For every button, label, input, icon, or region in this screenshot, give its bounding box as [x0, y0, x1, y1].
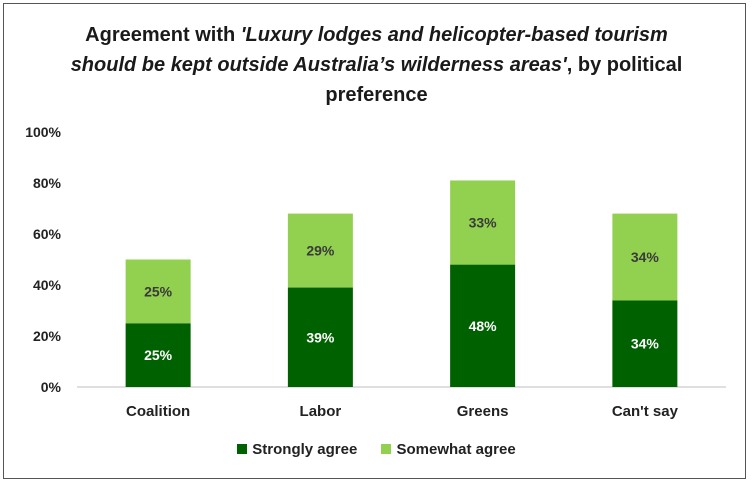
x-tick-label: Labor [300, 403, 342, 420]
bar-segment [450, 264, 516, 387]
legend-item-somewhat-agree: Somewhat agree [381, 440, 516, 458]
bar-segment [612, 213, 678, 301]
bar-segment [125, 259, 191, 324]
data-label: 29% [306, 243, 335, 259]
title-part-3: , by political preference [325, 54, 683, 106]
y-tick-label: 20% [33, 328, 62, 344]
data-label: 34% [631, 249, 660, 265]
x-tick-label: Can't say [612, 403, 679, 420]
y-tick-label: 0% [41, 379, 62, 395]
title-part-2: 'Luxury lodges and helicopter-based tour… [70, 24, 668, 76]
chart-title: Agreement with 'Luxury lodges and helico… [60, 20, 693, 110]
data-label: 25% [144, 283, 173, 299]
bar-segment [450, 180, 516, 265]
legend: Strongly agree Somewhat agree [0, 440, 753, 458]
bar-segment [125, 323, 191, 387]
y-tick-label: 100% [25, 124, 61, 140]
legend-label-strongly-agree: Strongly agree [252, 440, 358, 458]
data-label: 33% [469, 215, 498, 231]
legend-label-somewhat-agree: Somewhat agree [396, 440, 516, 458]
title-part-1: Agreement with [85, 24, 241, 46]
legend-swatch-strongly-agree [237, 443, 248, 454]
y-tick-label: 40% [33, 277, 62, 293]
legend-item-strongly-agree: Strongly agree [237, 441, 357, 458]
y-tick-label: 80% [33, 175, 62, 191]
y-tick-label: 60% [33, 226, 62, 242]
x-tick-label: Coalition [126, 403, 190, 420]
bar-segment [287, 287, 353, 387]
bar-segment [287, 213, 353, 288]
data-label: 34% [631, 336, 660, 352]
x-tick-label: Greens [457, 403, 509, 420]
data-label: 48% [469, 318, 498, 334]
legend-swatch-somewhat-agree [381, 443, 392, 454]
bar-segment [612, 300, 678, 387]
data-label: 39% [306, 329, 335, 345]
data-label: 25% [144, 347, 173, 363]
